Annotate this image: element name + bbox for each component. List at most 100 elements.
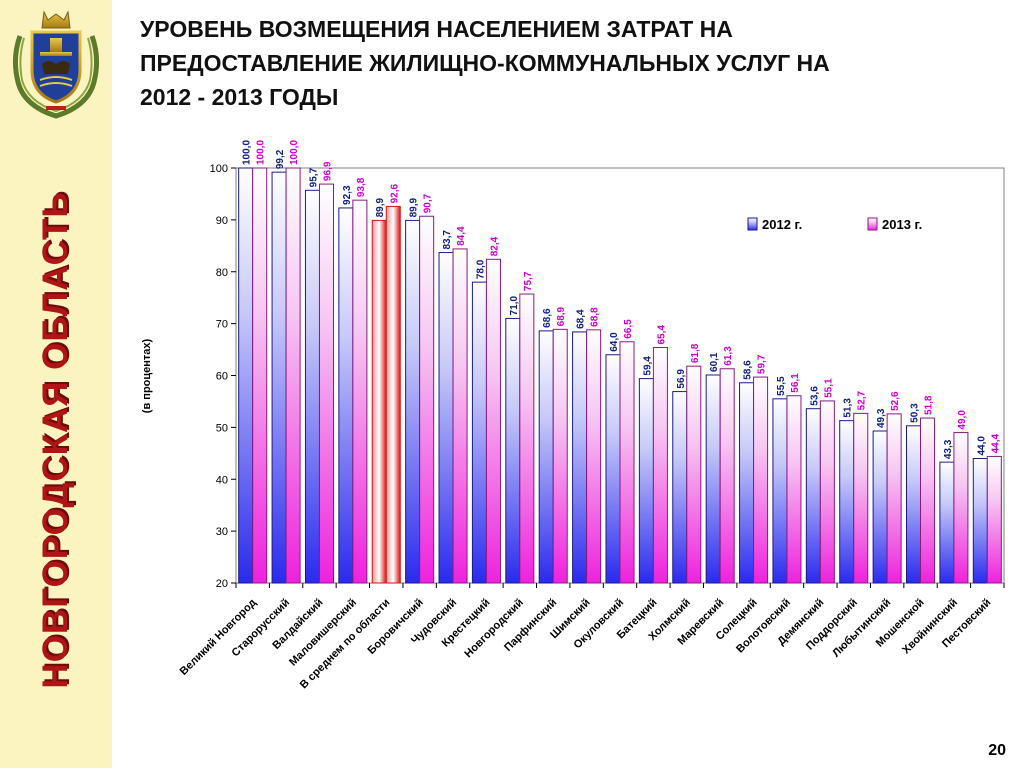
- bar-2013: [652, 346, 668, 584]
- bar-2012: [872, 430, 888, 584]
- data-label-2013: 49,0: [957, 410, 968, 430]
- bar-2012: [572, 331, 588, 584]
- page-number: 20: [988, 742, 1006, 759]
- data-label-2012: 56,9: [676, 369, 687, 389]
- x-category-label: Любытинский: [830, 597, 893, 660]
- bar-2012: [471, 281, 487, 584]
- data-label-2013: 52,6: [890, 391, 901, 411]
- data-label-2012: 49,3: [876, 408, 887, 428]
- y-tick-label: 30: [216, 526, 228, 538]
- bar-2012: [304, 189, 320, 584]
- data-label-2012: 92,3: [342, 185, 353, 205]
- data-label-2013: 75,7: [523, 271, 534, 291]
- y-tick-label: 20: [216, 578, 228, 590]
- data-label-2012: 89,9: [375, 197, 386, 217]
- bar-2012: [438, 252, 454, 584]
- bar-2012: [805, 408, 821, 584]
- y-tick-label: 40: [216, 474, 228, 486]
- x-category-label: Старорусский: [230, 597, 293, 660]
- data-label-2012: 71,0: [509, 296, 520, 316]
- y-tick-label: 70: [216, 319, 228, 331]
- data-label-2013: 100,0: [289, 140, 300, 165]
- data-label-2012: 50,3: [910, 403, 921, 423]
- bar-2012: [238, 167, 254, 584]
- bar-2013: [719, 368, 735, 584]
- bar-2013: [318, 183, 335, 584]
- bar-2013: [519, 293, 535, 584]
- legend: 2012 г. 2013 г.: [747, 217, 922, 232]
- bar-2012: [972, 458, 988, 584]
- data-label-2013: 92,6: [389, 183, 400, 203]
- data-label-2012: 89,9: [409, 197, 420, 217]
- data-label-2012: 83,7: [442, 230, 453, 250]
- data-label-2013: 84,4: [456, 226, 467, 246]
- data-label-2012: 68,4: [576, 309, 587, 329]
- data-label-2012: 58,6: [743, 360, 754, 380]
- bar-2013: [385, 205, 401, 584]
- y-tick-label: 100: [210, 163, 228, 175]
- data-label-2012: 59,4: [642, 356, 653, 376]
- bar-2013: [753, 376, 769, 584]
- bar-2013: [819, 400, 835, 584]
- bar-2013: [619, 341, 635, 584]
- data-label-2013: 82,4: [489, 236, 500, 256]
- legend-label: 2013 г.: [882, 217, 922, 232]
- bar-2013: [285, 167, 301, 584]
- data-label-2012: 44,0: [976, 436, 987, 456]
- bar-2013: [686, 365, 702, 584]
- bar-2013: [853, 412, 869, 584]
- data-label-2012: 68,6: [542, 308, 553, 328]
- y-tick-label: 80: [216, 267, 228, 279]
- y-axis-title: (в процентах): [141, 338, 153, 413]
- bar-2012: [271, 171, 287, 584]
- data-label-2013: 68,8: [590, 307, 601, 327]
- data-label-2012: 60,1: [709, 352, 720, 372]
- data-label-2013: 66,5: [623, 319, 634, 339]
- data-label-2012: 51,3: [843, 398, 854, 418]
- data-label-2012: 53,6: [809, 386, 820, 406]
- data-label-2013: 44,4: [990, 434, 1001, 454]
- data-label-2012: 95,7: [308, 167, 319, 187]
- bar-2012: [338, 207, 354, 584]
- coat-of-arms-emblem: [12, 10, 100, 119]
- data-label-2013: 100,0: [256, 140, 267, 165]
- bar-2012: [371, 219, 387, 584]
- data-label-2013: 90,7: [423, 193, 434, 213]
- bar-2012: [672, 391, 688, 584]
- data-label-2012: 78,0: [475, 259, 486, 279]
- sidebar: НОВГОРОДСКАЯ ОБЛАСТЬ: [0, 0, 112, 768]
- data-label-2013: 55,1: [823, 378, 834, 398]
- data-label-2013: 96,9: [322, 161, 333, 181]
- bar-2012: [705, 374, 721, 584]
- x-category-label: Новгородский: [462, 597, 526, 661]
- data-label-2013: 52,7: [857, 390, 868, 410]
- data-label-2012: 64,0: [609, 332, 620, 352]
- data-label-2013: 59,7: [757, 354, 768, 374]
- bar-2012: [772, 398, 788, 584]
- bar-2013: [886, 413, 902, 584]
- bar-2013: [920, 417, 936, 584]
- bar-2013: [485, 258, 501, 584]
- data-label-2012: 100,0: [242, 140, 253, 165]
- bar-2012: [839, 420, 855, 584]
- bar-2013: [586, 329, 602, 584]
- data-label-2012: 99,2: [275, 149, 286, 169]
- bar-2013: [953, 432, 969, 584]
- data-label-2013: 56,1: [790, 373, 801, 393]
- legend-swatch: [747, 217, 758, 231]
- data-label-2013: 61,3: [723, 346, 734, 366]
- bar-2013: [786, 395, 802, 584]
- bar-2013: [252, 167, 268, 584]
- legend-swatch: [867, 217, 878, 231]
- data-label-2013: 51,8: [924, 395, 935, 415]
- bar-2013: [419, 215, 435, 584]
- bar-2012: [739, 382, 755, 584]
- data-label-2013: 68,9: [556, 306, 567, 326]
- title-line-2: ПРЕДОСТАВЛЕНИЕ ЖИЛИЩНО-КОММУНАЛЬНЫХ УСЛУ…: [140, 50, 830, 76]
- legend-label: 2012 г.: [762, 217, 802, 232]
- y-tick-label: 50: [216, 422, 228, 434]
- bar-2013: [986, 455, 1002, 584]
- bar-2012: [505, 317, 521, 584]
- data-label-2013: 61,8: [690, 343, 701, 363]
- data-label-2012: 55,5: [776, 376, 787, 396]
